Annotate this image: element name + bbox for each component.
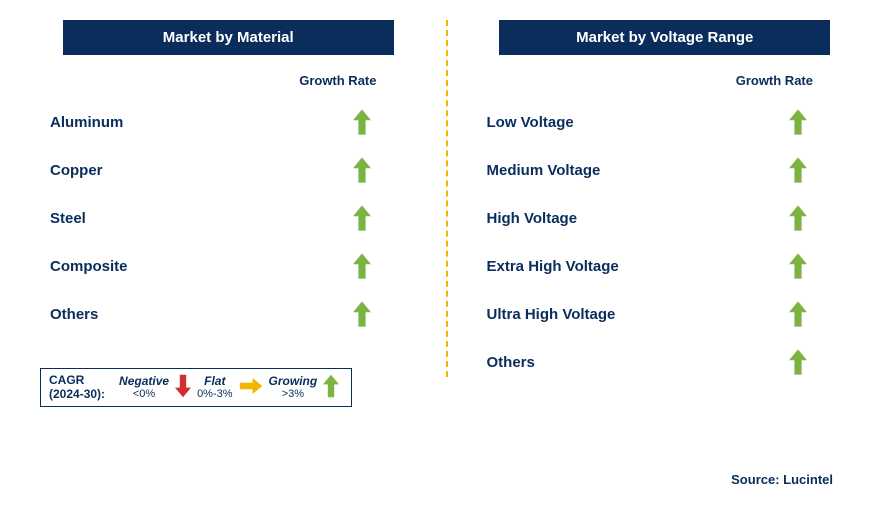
legend: CAGR (2024-30): Negative<0% Flat0%-3% Grow… bbox=[40, 368, 352, 407]
chart-container: Market by Material Growth Rate Aluminum C… bbox=[0, 0, 893, 417]
growth-arrow-icon bbox=[783, 157, 813, 183]
data-row: Low Voltage bbox=[477, 98, 854, 146]
row-label: Medium Voltage bbox=[487, 162, 601, 179]
row-label: Ultra High Voltage bbox=[487, 306, 616, 323]
legend-item-bottom: >3% bbox=[282, 388, 304, 400]
right-rows: Low Voltage Medium Voltage High Voltage Ext… bbox=[477, 98, 854, 386]
row-label: Extra High Voltage bbox=[487, 258, 619, 275]
legend-item: Negative<0% bbox=[119, 375, 169, 400]
legend-prefix: CAGR (2024-30): bbox=[49, 373, 105, 402]
data-row: Others bbox=[40, 290, 417, 338]
legend-item-bottom: 0%-3% bbox=[197, 388, 232, 400]
data-row: Ultra High Voltage bbox=[477, 290, 854, 338]
growth-arrow-icon bbox=[347, 301, 377, 327]
growth-arrow-icon bbox=[347, 253, 377, 279]
data-row: Extra High Voltage bbox=[477, 242, 854, 290]
growth-arrow-icon bbox=[783, 301, 813, 327]
legend-item-top: Flat bbox=[204, 375, 225, 388]
legend-item-bottom: <0% bbox=[133, 388, 155, 400]
left-growth-header: Growth Rate bbox=[40, 73, 417, 88]
right-arrow-icon bbox=[239, 378, 263, 397]
right-growth-header: Growth Rate bbox=[477, 73, 854, 88]
source-label: Source: Lucintel bbox=[731, 472, 833, 487]
left-panel: Market by Material Growth Rate Aluminum C… bbox=[40, 20, 447, 407]
row-label: Copper bbox=[50, 162, 103, 179]
down-arrow-icon bbox=[175, 374, 191, 401]
legend-line2: (2024-30): bbox=[49, 387, 105, 401]
legend-item-top: Negative bbox=[119, 375, 169, 388]
legend-item: Growing>3% bbox=[269, 375, 318, 400]
data-row: Steel bbox=[40, 194, 417, 242]
legend-item: Flat0%-3% bbox=[197, 375, 232, 400]
left-title: Market by Material bbox=[63, 20, 394, 55]
right-panel: Market by Voltage Range Growth Rate Low … bbox=[447, 20, 854, 407]
data-row: Medium Voltage bbox=[477, 146, 854, 194]
data-row: Aluminum bbox=[40, 98, 417, 146]
row-label: Composite bbox=[50, 258, 128, 275]
data-row: Copper bbox=[40, 146, 417, 194]
data-row: Others bbox=[477, 338, 854, 386]
data-row: Composite bbox=[40, 242, 417, 290]
growth-arrow-icon bbox=[783, 109, 813, 135]
growth-arrow-icon bbox=[783, 349, 813, 375]
legend-items: Negative<0% Flat0%-3% Growing>3% bbox=[117, 374, 343, 401]
up-arrow-icon bbox=[323, 374, 339, 401]
growth-arrow-icon bbox=[783, 253, 813, 279]
row-label: Others bbox=[487, 354, 535, 371]
row-label: Others bbox=[50, 306, 98, 323]
row-label: High Voltage bbox=[487, 210, 578, 227]
legend-line1: CAGR bbox=[49, 373, 105, 387]
data-row: High Voltage bbox=[477, 194, 854, 242]
left-rows: Aluminum Copper Steel Composite Others bbox=[40, 98, 417, 338]
right-title: Market by Voltage Range bbox=[499, 20, 830, 55]
growth-arrow-icon bbox=[347, 109, 377, 135]
legend-item-top: Growing bbox=[269, 375, 318, 388]
row-label: Low Voltage bbox=[487, 114, 574, 131]
row-label: Steel bbox=[50, 210, 86, 227]
growth-arrow-icon bbox=[783, 205, 813, 231]
divider bbox=[446, 20, 448, 377]
growth-arrow-icon bbox=[347, 157, 377, 183]
row-label: Aluminum bbox=[50, 114, 123, 131]
growth-arrow-icon bbox=[347, 205, 377, 231]
